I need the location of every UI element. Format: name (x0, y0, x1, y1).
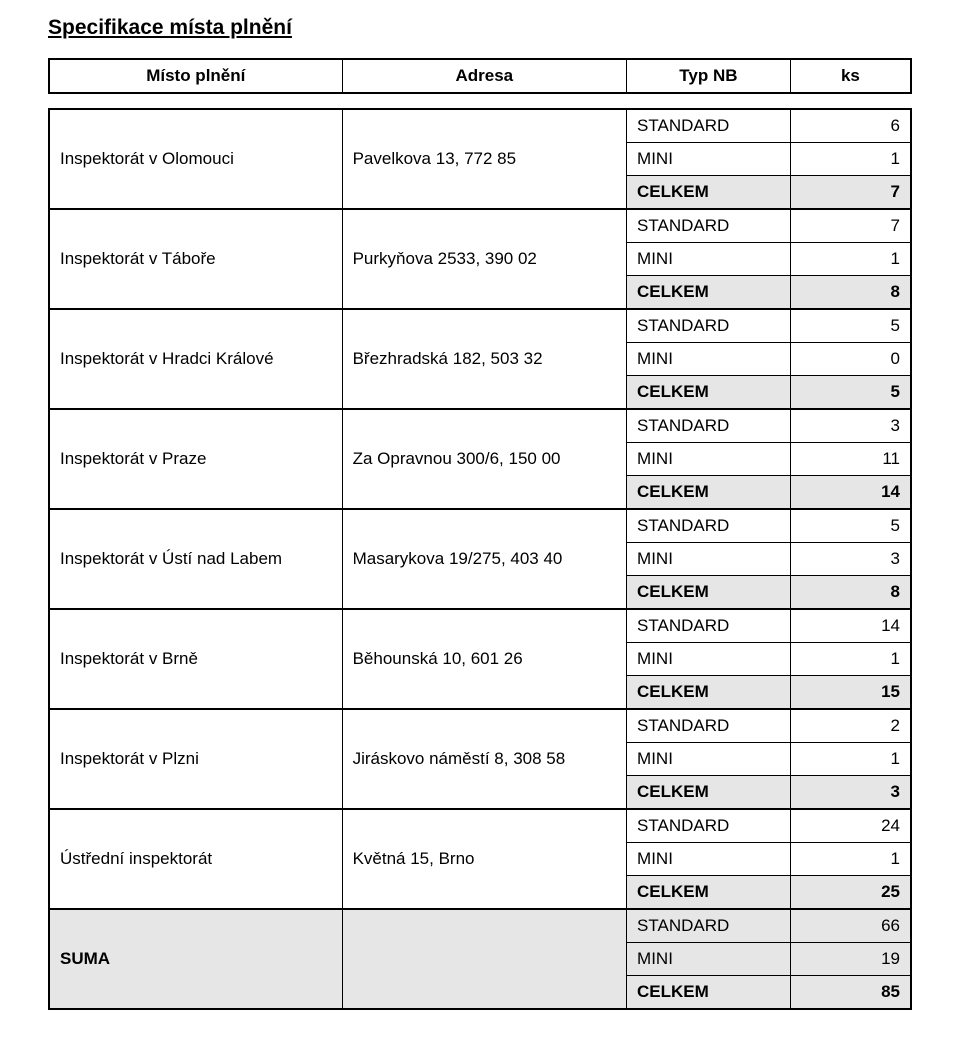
suma-name: SUMA (49, 909, 342, 1009)
group-celkem-value: 8 (790, 576, 911, 610)
group-name: Inspektorát v Hradci Králové (49, 309, 342, 409)
group-standard-label: STANDARD (627, 309, 791, 343)
group-standard-value: 24 (790, 809, 911, 843)
group-name: Inspektorát v Brně (49, 609, 342, 709)
group-standard-row: Inspektorát v Hradci KrálovéBřezhradská … (49, 309, 911, 343)
group-standard-row: Inspektorát v TábořePurkyňova 2533, 390 … (49, 209, 911, 243)
group-standard-row: Ústřední inspektorátKvětná 15, BrnoSTAND… (49, 809, 911, 843)
group-mini-label: MINI (627, 543, 791, 576)
table-header-row: Místo plnění Adresa Typ NB ks (49, 59, 911, 93)
group-mini-value: 0 (790, 343, 911, 376)
group-name: Inspektorát v Ústí nad Labem (49, 509, 342, 609)
group-standard-value: 14 (790, 609, 911, 643)
col-header-ks: ks (790, 59, 911, 93)
suma-standard-row: SUMA STANDARD 66 (49, 909, 911, 943)
group-celkem-value: 8 (790, 276, 911, 310)
group-celkem-value: 5 (790, 376, 911, 410)
group-standard-label: STANDARD (627, 209, 791, 243)
group-name: Inspektorát v Plzni (49, 709, 342, 809)
suma-celkem-value: 85 (790, 976, 911, 1010)
group-addr: Za Opravnou 300/6, 150 00 (342, 409, 626, 509)
group-standard-row: Inspektorát v Ústí nad LabemMasarykova 1… (49, 509, 911, 543)
group-mini-label: MINI (627, 143, 791, 176)
group-addr: Pavelkova 13, 772 85 (342, 109, 626, 209)
suma-addr (342, 909, 626, 1009)
col-header-place: Místo plnění (49, 59, 342, 93)
group-standard-label: STANDARD (627, 509, 791, 543)
group-celkem-label: CELKEM (627, 676, 791, 710)
group-addr: Květná 15, Brno (342, 809, 626, 909)
col-header-type: Typ NB (627, 59, 791, 93)
group-standard-row: Inspektorát v PrazeZa Opravnou 300/6, 15… (49, 409, 911, 443)
spec-table: Místo plnění Adresa Typ NB ks Inspektorá… (48, 58, 912, 1010)
group-celkem-label: CELKEM (627, 776, 791, 810)
group-standard-value: 3 (790, 409, 911, 443)
group-celkem-label: CELKEM (627, 476, 791, 510)
group-name: Ústřední inspektorát (49, 809, 342, 909)
group-name: Inspektorát v Praze (49, 409, 342, 509)
group-name: Inspektorát v Olomouci (49, 109, 342, 209)
group-addr: Masarykova 19/275, 403 40 (342, 509, 626, 609)
group-name: Inspektorát v Táboře (49, 209, 342, 309)
group-standard-label: STANDARD (627, 609, 791, 643)
group-standard-value: 5 (790, 309, 911, 343)
group-celkem-label: CELKEM (627, 376, 791, 410)
suma-celkem-label: CELKEM (627, 976, 791, 1010)
group-mini-label: MINI (627, 643, 791, 676)
col-header-addr: Adresa (342, 59, 626, 93)
group-standard-value: 6 (790, 109, 911, 143)
group-standard-value: 5 (790, 509, 911, 543)
group-celkem-value: 3 (790, 776, 911, 810)
group-standard-row: Inspektorát v BrněBěhounská 10, 601 26ST… (49, 609, 911, 643)
suma-standard-label: STANDARD (627, 909, 791, 943)
group-mini-label: MINI (627, 743, 791, 776)
group-celkem-label: CELKEM (627, 276, 791, 310)
group-mini-value: 11 (790, 443, 911, 476)
group-standard-value: 2 (790, 709, 911, 743)
page-title: Specifikace místa plnění (48, 16, 912, 40)
group-mini-label: MINI (627, 843, 791, 876)
group-addr: Běhounská 10, 601 26 (342, 609, 626, 709)
group-mini-label: MINI (627, 443, 791, 476)
group-mini-value: 1 (790, 143, 911, 176)
suma-mini-value: 19 (790, 943, 911, 976)
group-mini-value: 3 (790, 543, 911, 576)
group-mini-value: 1 (790, 243, 911, 276)
group-mini-value: 1 (790, 843, 911, 876)
group-mini-label: MINI (627, 343, 791, 376)
group-celkem-value: 7 (790, 176, 911, 210)
group-celkem-value: 25 (790, 876, 911, 910)
group-mini-label: MINI (627, 243, 791, 276)
group-mini-value: 1 (790, 743, 911, 776)
suma-standard-value: 66 (790, 909, 911, 943)
group-standard-label: STANDARD (627, 809, 791, 843)
group-mini-value: 1 (790, 643, 911, 676)
group-standard-label: STANDARD (627, 409, 791, 443)
group-standard-row: Inspektorát v PlzniJiráskovo náměstí 8, … (49, 709, 911, 743)
group-standard-label: STANDARD (627, 709, 791, 743)
group-celkem-value: 14 (790, 476, 911, 510)
group-celkem-label: CELKEM (627, 576, 791, 610)
group-addr: Jiráskovo náměstí 8, 308 58 (342, 709, 626, 809)
group-standard-value: 7 (790, 209, 911, 243)
group-celkem-label: CELKEM (627, 176, 791, 210)
suma-mini-label: MINI (627, 943, 791, 976)
group-standard-label: STANDARD (627, 109, 791, 143)
group-standard-row: Inspektorát v OlomouciPavelkova 13, 772 … (49, 109, 911, 143)
group-addr: Purkyňova 2533, 390 02 (342, 209, 626, 309)
group-celkem-label: CELKEM (627, 876, 791, 910)
group-addr: Březhradská 182, 503 32 (342, 309, 626, 409)
group-celkem-value: 15 (790, 676, 911, 710)
